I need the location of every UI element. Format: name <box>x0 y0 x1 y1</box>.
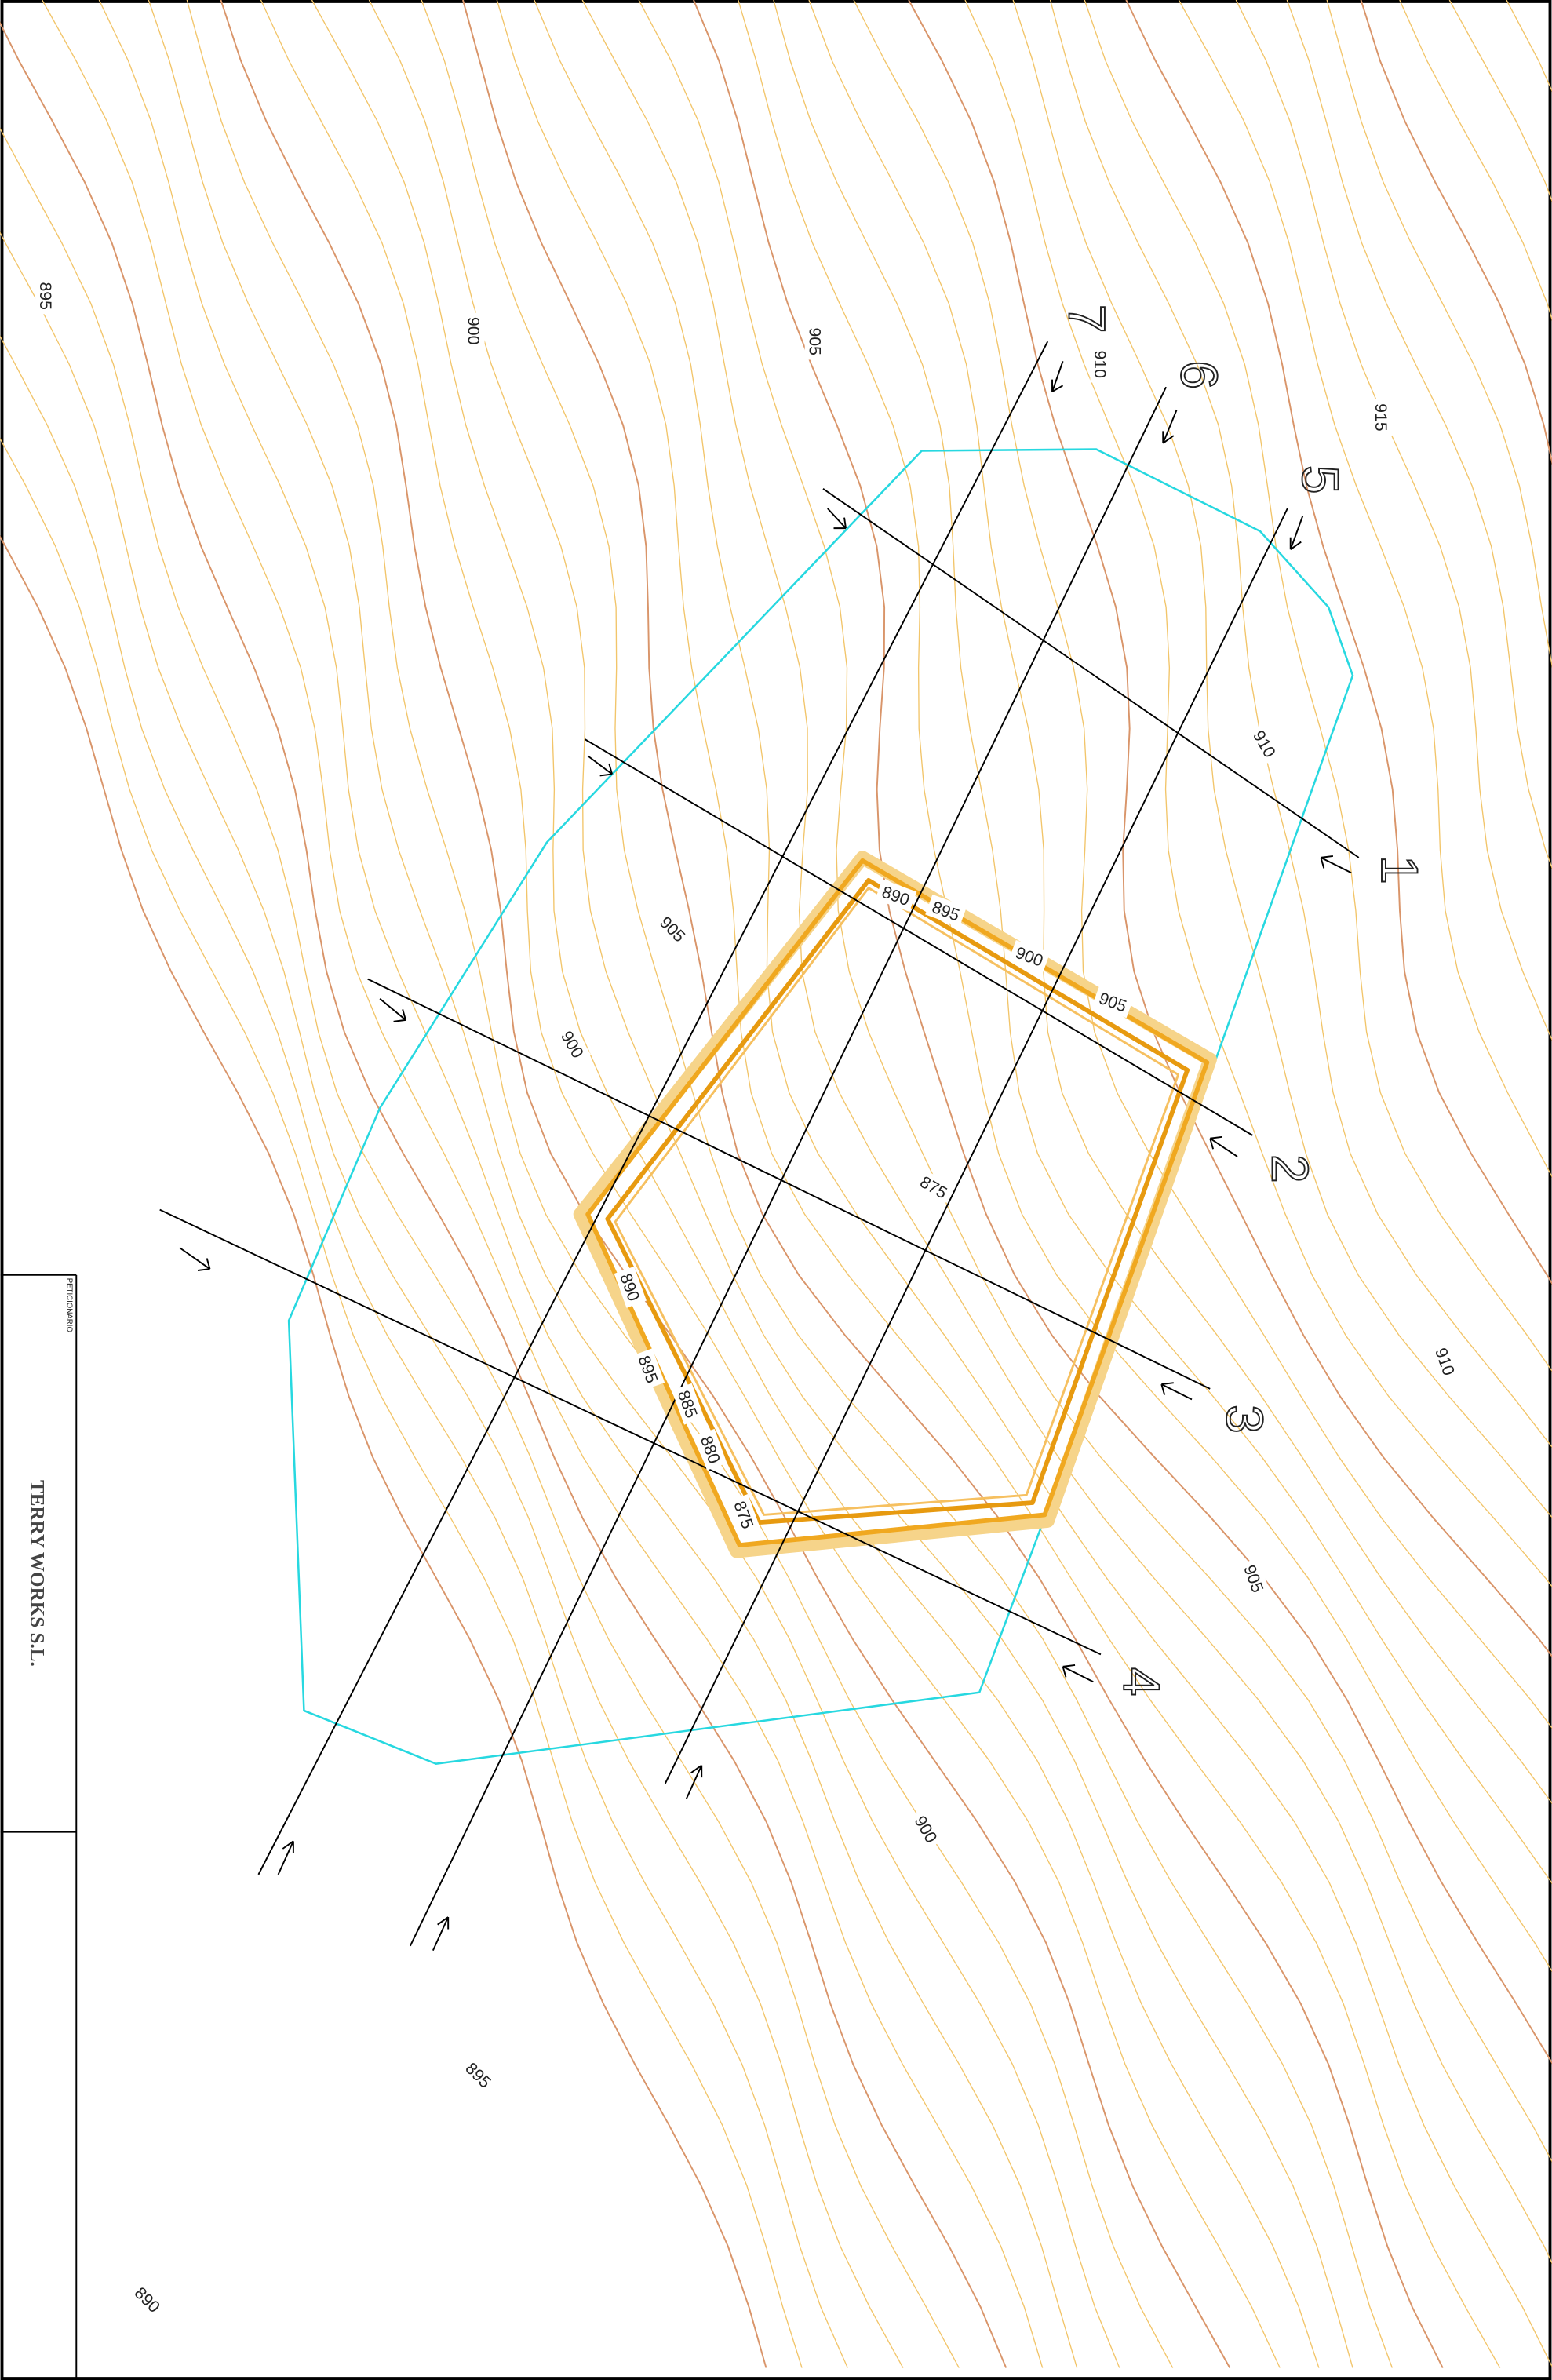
section-number: 3 <box>1215 1405 1273 1434</box>
contour-label: 900 <box>464 317 483 344</box>
section-number: 7 <box>1058 304 1116 333</box>
contour-label: 910 <box>1091 350 1109 377</box>
contour-label: 915 <box>1372 403 1390 431</box>
contour-label: 895 <box>36 282 55 309</box>
section-number: 2 <box>1262 1154 1320 1183</box>
contour-label: 905 <box>806 327 825 355</box>
section-number: 1 <box>1371 855 1429 884</box>
section-number: 5 <box>1292 465 1350 494</box>
section-number: 6 <box>1170 360 1228 389</box>
company-name: TERRY WORKS S.L. <box>26 1480 47 1667</box>
title-label: PETICIONARIO <box>65 1278 74 1333</box>
section-number: 4 <box>1113 1667 1171 1697</box>
map: PETICIONARIO TERRY WORKS S.L. 895 900 905 9… <box>0 0 1552 2380</box>
